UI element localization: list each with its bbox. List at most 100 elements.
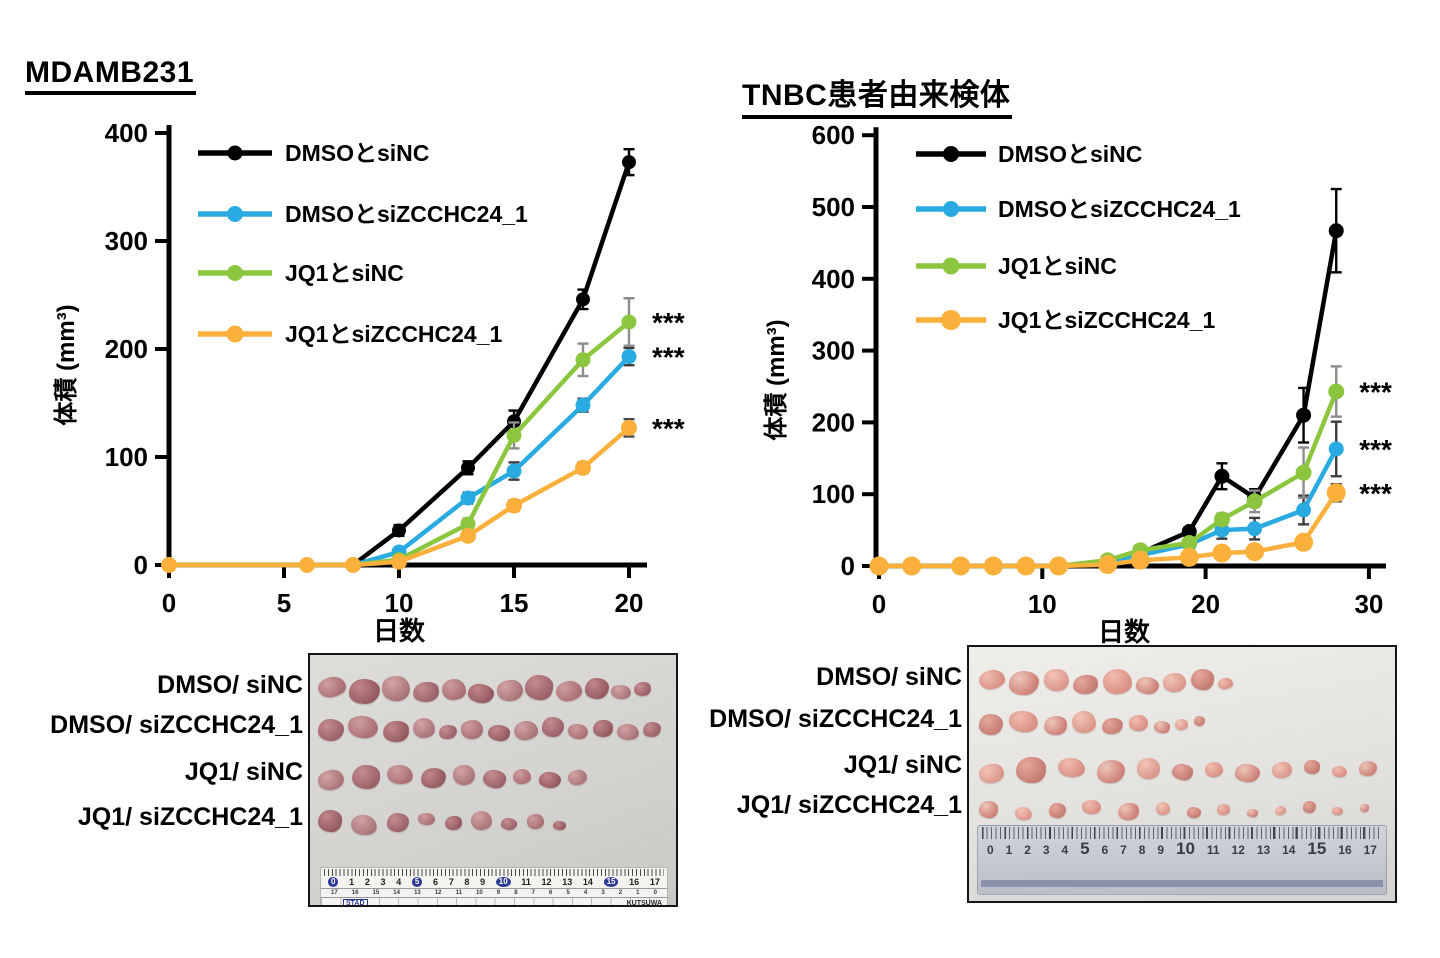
tumor — [1095, 758, 1127, 784]
legend-label: JQ1とsiZCCHC24_1 — [285, 321, 503, 347]
ruler-number: 10 — [1176, 839, 1195, 858]
tumor — [317, 809, 343, 833]
tumor — [381, 674, 412, 702]
x-tick-label: 30 — [1354, 589, 1383, 619]
data-point — [1328, 441, 1344, 457]
tumor — [1304, 760, 1320, 774]
data-point — [1245, 542, 1265, 562]
ruler-numbers: 0 1 2 3 4 5 6 7 8 9 10 11 12 13 14 15 16 17 — [321, 876, 667, 888]
ruler-number: 3 — [1042, 843, 1050, 857]
ruler: 0 1 2 3 4 5 6 7 8 9 10 11 12 13 14 15 16 17 17 16 15 14 13 12 11… — [320, 867, 668, 907]
series-0 — [871, 187, 1344, 574]
tumor-row — [317, 801, 567, 843]
tumor — [537, 771, 562, 789]
tumor — [1008, 670, 1040, 696]
ruler-reverse-number: 16 — [351, 890, 359, 896]
tumor — [1170, 762, 1195, 782]
ruler-brand-right: KUTSUWA — [626, 900, 662, 907]
data-point — [1130, 550, 1150, 570]
tumor — [443, 814, 463, 832]
tumor — [316, 768, 346, 792]
data-point — [1213, 511, 1230, 528]
tumor — [1302, 800, 1316, 814]
data-point — [506, 497, 522, 514]
ruler-number: 16 — [629, 877, 640, 887]
tumor — [481, 768, 507, 790]
ruler-number: 13 — [562, 877, 573, 887]
x-tick-label: 10 — [385, 588, 414, 618]
left-tumor-growth-chart: 0 100 200 300 400 0 5 10 15 20 体積 (mm³) 日数 DMSOとsiNC… — [53, 118, 685, 646]
data-point — [506, 427, 522, 443]
data-point — [576, 292, 590, 307]
tumor — [1217, 676, 1234, 690]
ruler-number: 4 — [396, 877, 402, 887]
y-tick-label: 300 — [105, 226, 148, 256]
y-tick-label: 600 — [812, 120, 855, 150]
tumor — [977, 761, 1006, 785]
y-tick-label: 0 — [841, 551, 855, 581]
photo-row-label: JQ1/ siZCCHC24_1 — [736, 791, 962, 819]
ruler-number: 2 — [1024, 843, 1031, 857]
ruler: 0 1 2 3 4 5 6 7 8 9 10 11 12 13 14 15 16 17 — [977, 825, 1387, 895]
data-point — [1294, 532, 1314, 552]
tumor — [1234, 762, 1261, 784]
ruler-number: 9 — [1157, 843, 1165, 857]
tumor — [412, 717, 436, 739]
tumor — [1359, 803, 1370, 813]
x-tick-label: 15 — [500, 588, 529, 618]
ruler-number: 0 — [987, 843, 994, 857]
ruler-reverse-number: 15 — [372, 890, 380, 896]
tumor — [1081, 799, 1102, 815]
tumor — [1331, 764, 1348, 778]
data-point — [983, 556, 1003, 576]
photo-row-label: JQ1/ siNC — [184, 758, 303, 786]
ruler-reverse-number: 14 — [393, 890, 400, 896]
tumor — [1204, 761, 1224, 777]
tumor — [1056, 755, 1087, 779]
data-point — [621, 419, 637, 436]
ruler-number: 10 — [495, 877, 511, 887]
legend-label: DMSOとsiZCCHC24_1 — [998, 196, 1241, 222]
ruler-reverse-number: 8 — [514, 890, 518, 896]
data-point — [161, 557, 177, 573]
tumor — [526, 812, 545, 830]
x-tick-label: 0 — [872, 589, 886, 619]
tumor — [419, 766, 447, 790]
ruler-number: 14 — [582, 877, 593, 887]
legend-swatch-dot — [226, 325, 244, 343]
ruler-number: 11 — [521, 877, 531, 887]
tumor — [1189, 667, 1215, 691]
data-point — [1179, 547, 1199, 567]
tumor — [1071, 710, 1097, 734]
ruler-edge-strip — [981, 880, 1383, 887]
y-axis-label: 体積 (mm³) — [53, 304, 80, 425]
legend-label: DMSOとsiZCCHC24_1 — [285, 201, 528, 227]
ruler-number: 1 — [349, 877, 355, 887]
significance-annotation: *** — [1359, 377, 1392, 408]
tumor — [541, 716, 565, 738]
ruler-tick-marks — [324, 869, 664, 876]
ruler-number: 17 — [649, 877, 660, 887]
tumor — [351, 764, 380, 790]
legend-label: JQ1とsiNC — [285, 260, 404, 286]
tumor — [1102, 668, 1132, 694]
tumor — [633, 681, 652, 697]
tumor — [1270, 760, 1294, 780]
y-tick-label: 200 — [812, 407, 855, 437]
series-3 — [161, 418, 637, 573]
data-point — [575, 397, 591, 413]
data-point — [1328, 223, 1344, 239]
data-point — [1212, 543, 1232, 563]
ruler-reverse-numbers: 17 16 15 14 13 12 11 10 9 8 7 6 5 4 3 2 1 0 — [321, 888, 667, 897]
tumor — [1155, 801, 1170, 815]
legend-label: JQ1とsiZCCHC24_1 — [998, 307, 1216, 333]
data-point — [951, 556, 971, 576]
ruler-number: 15 — [1307, 839, 1327, 858]
tumor — [438, 723, 458, 741]
legend-swatch-dot — [227, 206, 243, 222]
tumor — [552, 820, 567, 830]
ruler-number: 14 — [1282, 843, 1296, 857]
ruler-reverse-number: 3 — [601, 890, 605, 896]
legend-label: JQ1とsiNC — [998, 253, 1117, 279]
